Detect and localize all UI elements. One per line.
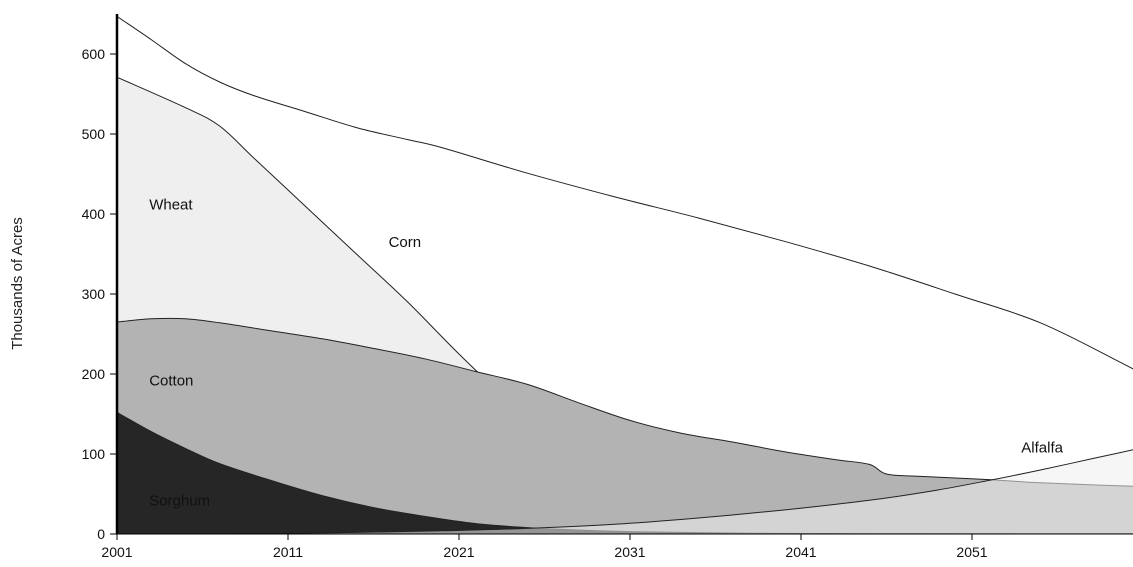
chart-areas — [117, 15, 1133, 535]
area-label-alfalfa: Alfalfa — [1021, 440, 1063, 457]
area-label-corn: Corn — [389, 234, 422, 251]
y-tick-label: 600 — [82, 46, 106, 62]
x-ticks: 2001 2011 2021 2031 2041 2051 — [101, 534, 988, 560]
series-line-corn — [117, 15, 1133, 370]
chart-axes — [114, 14, 1133, 535]
series-area-sorghum — [117, 412, 1133, 534]
series-area-alfalfa — [117, 449, 1133, 534]
x-tick-label: 2031 — [614, 544, 645, 560]
area-label-wheat: Wheat — [149, 196, 193, 213]
x-tick-label: 2011 — [273, 544, 303, 560]
series-area-cotton — [117, 318, 1133, 534]
x-tick-label: 2001 — [101, 544, 132, 560]
y-ticks: 0 100 200 300 400 500 600 — [82, 46, 117, 542]
y-tick-label: 0 — [97, 526, 105, 542]
y-tick-label: 200 — [82, 366, 106, 382]
area-labels: Wheat Corn Cotton Sorghum Alfalfa — [149, 196, 1063, 509]
area-label-sorghum: Sorghum — [149, 492, 210, 509]
y-tick-label: 300 — [82, 286, 106, 302]
x-tick-label: 2051 — [956, 544, 987, 560]
x-tick-label: 2021 — [443, 544, 474, 560]
series-line-alfalfa — [117, 449, 1133, 535]
x-tick-label: 2041 — [785, 544, 816, 560]
area-label-cotton: Cotton — [149, 372, 193, 389]
y-tick-label: 500 — [82, 126, 106, 142]
y-tick-label: 100 — [82, 446, 106, 462]
y-tick-label: 400 — [82, 206, 106, 222]
